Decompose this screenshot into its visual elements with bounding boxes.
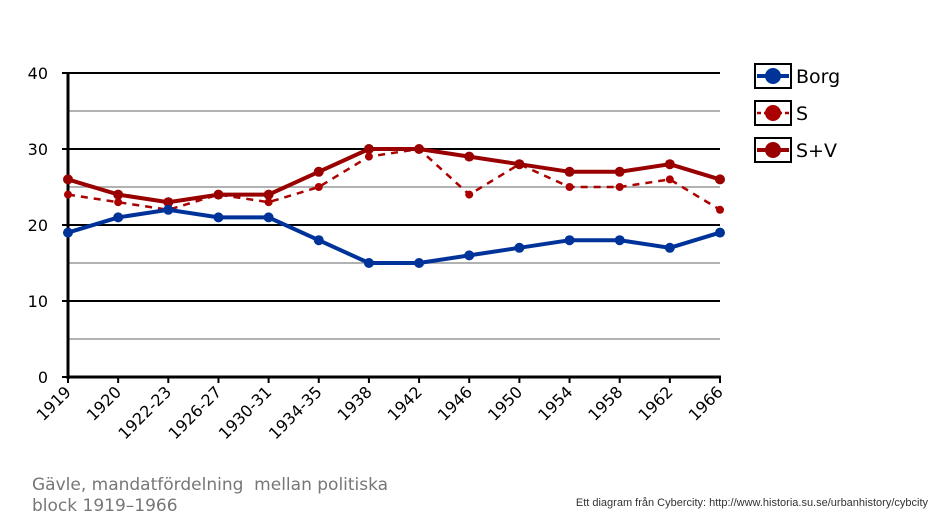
data-point [363, 258, 374, 268]
x-tick-label: 1926-27 [165, 382, 226, 443]
legend-swatch-marker [765, 68, 781, 84]
y-tick-label: 20 [28, 216, 48, 235]
data-point [665, 175, 674, 184]
legend-item-s: S [754, 100, 808, 126]
x-tick-label: 1934-35 [265, 382, 326, 443]
y-tick-label: 30 [28, 140, 48, 159]
data-point [64, 190, 72, 199]
data-point [163, 197, 174, 208]
series-line [67, 207, 721, 265]
data-point [63, 227, 73, 238]
x-tick-label: 1946 [434, 382, 476, 424]
data-point [564, 166, 575, 177]
data-point [414, 258, 425, 268]
data-point [264, 198, 273, 207]
data-point [464, 250, 475, 261]
x-tick-label: 1958 [584, 382, 626, 424]
legend-item-s-v: S+V [754, 137, 837, 163]
x-tick-label: 1942 [384, 382, 426, 424]
x-tick-label: 1919 [33, 382, 75, 424]
data-point [364, 152, 373, 161]
data-point [114, 198, 123, 207]
legend-label: S+V [796, 140, 837, 162]
x-tick-label: 1962 [634, 382, 676, 424]
data-point [163, 204, 174, 215]
legend-label: S [796, 103, 808, 125]
legend: Borg S S+V [754, 63, 840, 163]
series-lines [63, 144, 725, 268]
data-point [314, 183, 323, 191]
data-point [263, 212, 274, 223]
data-point [113, 189, 124, 200]
x-tick-label: 1954 [534, 382, 576, 424]
data-point [414, 144, 425, 154]
data-point [464, 151, 475, 162]
x-tick-label: 1966 [685, 382, 727, 424]
series-line [67, 147, 721, 212]
y-tick-label: 0 [38, 368, 48, 387]
data-point [313, 166, 324, 177]
chart-caption: Gävle, mandatfördelning mellan politiska… [32, 475, 394, 516]
x-tick-label: 1938 [334, 382, 376, 424]
data-point [514, 242, 525, 253]
data-point [715, 227, 725, 238]
series-line [67, 147, 721, 205]
legend-swatch-marker [765, 142, 781, 158]
series-borg [63, 204, 725, 268]
x-tick-label: 1922-23 [114, 382, 175, 443]
x-tick-label: 1920 [83, 382, 125, 424]
legend-label: Borg [796, 66, 840, 88]
data-point [565, 183, 574, 191]
data-point [465, 190, 474, 199]
data-point [564, 235, 575, 246]
data-point [615, 183, 624, 191]
data-point [213, 189, 224, 200]
legend-item-borg: Borg [754, 63, 840, 89]
data-point [715, 174, 725, 185]
y-axis-ticks: 0 10 20 30 40 [28, 64, 68, 387]
data-point [213, 212, 224, 223]
data-point [63, 174, 73, 185]
data-point [716, 205, 724, 214]
x-tick-label: 1930-31 [215, 382, 276, 443]
data-point [363, 144, 374, 154]
data-point [113, 212, 124, 223]
legend-swatch-marker [765, 105, 781, 121]
y-tick-label: 10 [28, 292, 48, 311]
data-point [614, 166, 625, 177]
data-point [313, 235, 324, 246]
data-point [263, 189, 274, 200]
data-point [664, 242, 675, 253]
data-point [514, 159, 525, 170]
data-point [614, 235, 625, 246]
source-credit: Ett diagram från Cybercity: http://www.h… [575, 497, 928, 509]
x-tick-label: 1950 [484, 382, 526, 424]
series-s [64, 145, 724, 214]
series-s-v [63, 144, 725, 208]
y-tick-label: 40 [28, 64, 48, 83]
data-point [664, 159, 675, 170]
